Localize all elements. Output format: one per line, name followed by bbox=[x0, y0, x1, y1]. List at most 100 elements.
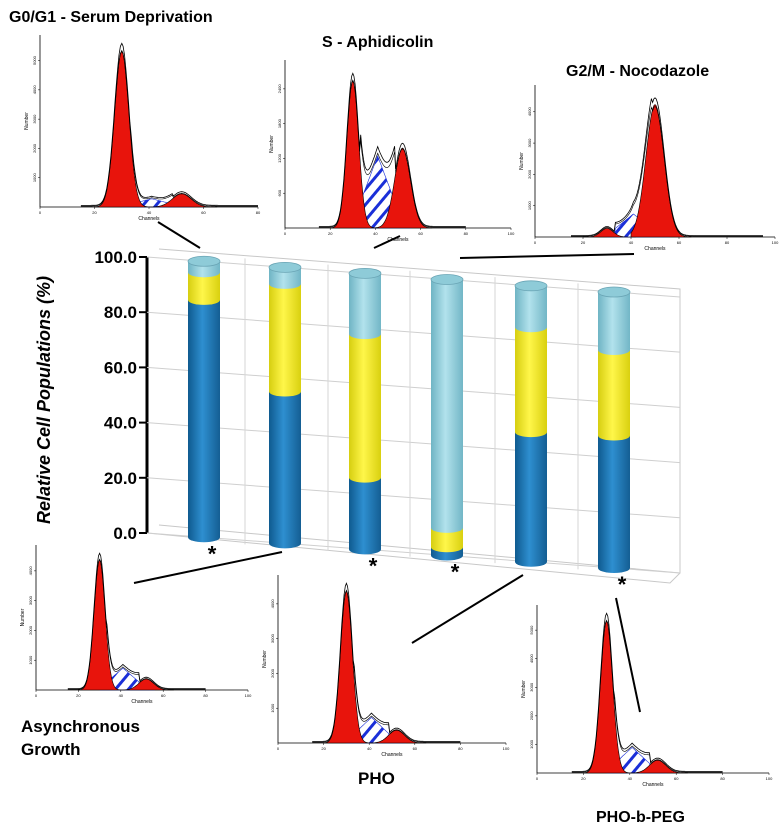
y-tick-label: 100.0 bbox=[94, 248, 137, 267]
x-axis-label: Channels bbox=[387, 237, 409, 243]
y-axis-label: Relative Cell Populations (%) bbox=[34, 276, 54, 524]
y-axis-label: Number bbox=[24, 112, 30, 130]
x-tick-label: 20 bbox=[328, 231, 333, 236]
cylinder-segment bbox=[598, 292, 630, 355]
y-axis-label: Number bbox=[521, 680, 527, 698]
x-tick-label: 0 bbox=[284, 231, 287, 236]
x-tick-label: 100 bbox=[766, 776, 773, 781]
cylinder-segment bbox=[269, 391, 301, 549]
title-async-1: Asynchronous bbox=[21, 717, 140, 736]
cylinder-segment bbox=[349, 334, 381, 483]
y-tick-label: 1200 bbox=[277, 153, 282, 163]
gridline bbox=[146, 422, 681, 464]
title-pho: PHO bbox=[358, 769, 395, 788]
y-tick-label: 1000 bbox=[28, 655, 33, 665]
connector-async bbox=[133, 551, 283, 584]
cylinder-segment bbox=[188, 272, 220, 305]
y-tick-label: 5000 bbox=[32, 55, 37, 65]
histogram-6: 0 20 40 60 80 100 Channels 1000 2000 3000 4000 5000… bbox=[521, 605, 773, 788]
cylinder-3 bbox=[348, 267, 382, 555]
histograms: 0 20 40 60 80Channels10002000300040005000Num… bbox=[20, 35, 779, 788]
connector-pho bbox=[411, 574, 524, 644]
y-tick-labels: 100.0 80.0 60.0 40.0 20.0 0.0 bbox=[94, 248, 137, 543]
cylinder-segment bbox=[269, 267, 301, 289]
connector-lines bbox=[133, 221, 641, 713]
envelope-curve bbox=[312, 582, 461, 742]
fit-curve bbox=[571, 105, 763, 237]
y-tick-label: 1000 bbox=[270, 703, 275, 713]
title-g2m: G2/M - Nocodazole bbox=[566, 63, 709, 80]
y-tick-label: 2000 bbox=[28, 625, 33, 635]
cylinder-segment bbox=[431, 279, 463, 533]
x-tick-label: 20 bbox=[581, 240, 586, 245]
x-tick-label: 0 bbox=[35, 693, 38, 698]
cylinders bbox=[187, 255, 631, 574]
envelope-curve bbox=[80, 42, 258, 206]
x-tick-label: 60 bbox=[677, 240, 682, 245]
cylinder-5 bbox=[514, 280, 548, 567]
x-tick-label: 20 bbox=[92, 210, 97, 215]
x-tick-label: 40 bbox=[367, 746, 372, 751]
x-tick-label: 40 bbox=[119, 693, 124, 698]
x-axis-label: Channels bbox=[644, 246, 666, 252]
histogram-1: 0 20 40 60 80 Channels 1000 2000 3000 4000 5000 Num… bbox=[24, 35, 261, 222]
x-tick-label: 40 bbox=[373, 231, 378, 236]
cylinder-6 bbox=[597, 286, 631, 574]
g2m-peak bbox=[375, 147, 433, 229]
cylinder-segment bbox=[188, 299, 220, 543]
y-tick-label: 80.0 bbox=[104, 303, 137, 322]
significance-star: * bbox=[208, 541, 217, 566]
fit-curve bbox=[318, 79, 466, 228]
y-tick-label: 2400 bbox=[277, 84, 282, 94]
x-tick-label: 60 bbox=[418, 231, 423, 236]
y-tick-label: 0.0 bbox=[113, 524, 137, 543]
envelope-curve bbox=[571, 612, 723, 772]
cylinder-cap bbox=[187, 255, 221, 267]
envelope-curve bbox=[571, 97, 763, 236]
histogram-axes bbox=[39, 35, 258, 208]
cylinder-segment bbox=[598, 435, 630, 574]
cylinder-segment bbox=[269, 283, 301, 397]
y-tick-label: 3000 bbox=[32, 114, 37, 124]
fit-curve bbox=[571, 619, 723, 773]
g2m-peak bbox=[148, 193, 218, 208]
gridline bbox=[146, 256, 681, 298]
y-axis-label: Number bbox=[269, 135, 275, 153]
y-tick-label: 1000 bbox=[527, 200, 532, 210]
title-g0g1: G0/G1 - Serum Deprivation bbox=[9, 9, 213, 26]
y-tick-label: 3000 bbox=[28, 595, 33, 605]
histogram-5: 0 20 40 60 80 100 Channels 1000 2000 3000 4000 Numb… bbox=[262, 575, 510, 758]
cylinder-1 bbox=[187, 255, 221, 543]
y-tick-label: 4000 bbox=[529, 653, 534, 663]
y-tick-label: 2000 bbox=[529, 711, 534, 721]
histogram-2: 0 20 40 60 80 100 Channels 600 1200 1800 2400 Numbe… bbox=[269, 60, 515, 243]
y-tick-label: 3000 bbox=[270, 633, 275, 643]
x-tick-label: 80 bbox=[725, 240, 730, 245]
x-tick-label: 60 bbox=[674, 776, 679, 781]
y-tick-label: 20.0 bbox=[104, 469, 137, 488]
y-tick-label: 60.0 bbox=[104, 358, 137, 377]
y-tick-label: 2000 bbox=[270, 668, 275, 678]
chart-3d-frame bbox=[145, 248, 681, 584]
x-tick-label: 60 bbox=[413, 746, 418, 751]
x-tick-label: 0 bbox=[39, 210, 42, 215]
x-tick-label: 40 bbox=[629, 240, 634, 245]
histogram-3: 0 20 40 60 80 100 Channels 1000 2000 3000 4000 Numb… bbox=[519, 85, 779, 252]
significance-star: * bbox=[618, 572, 627, 597]
connector-g0g1 bbox=[157, 221, 201, 249]
cylinder-segment bbox=[349, 273, 381, 340]
cylinder-cap bbox=[514, 280, 548, 292]
significance-star: * bbox=[451, 560, 460, 585]
x-tick-label: 80 bbox=[464, 231, 469, 236]
envelope-curve bbox=[67, 552, 206, 689]
y-tick-label: 5000 bbox=[529, 625, 534, 635]
x-tick-label: 100 bbox=[503, 746, 510, 751]
connector-phobpeg bbox=[615, 597, 641, 713]
y-tick-label: 2000 bbox=[32, 143, 37, 153]
g2m-peak bbox=[369, 729, 427, 744]
connector-s bbox=[373, 235, 401, 249]
y-tick-label: 4000 bbox=[270, 599, 275, 609]
x-tick-label: 60 bbox=[161, 693, 166, 698]
fit-curve bbox=[80, 49, 258, 207]
